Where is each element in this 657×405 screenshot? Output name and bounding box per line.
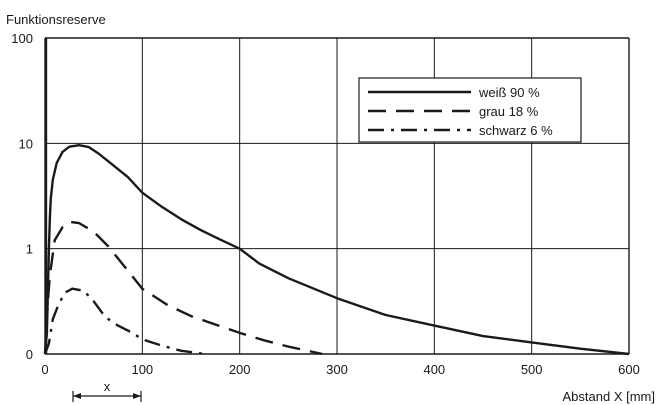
x-tick-label: 100 [131,362,153,377]
chart-tick-labels: 0 100 200 300 400 500 600 0 1 10 100 [11,31,640,377]
x-distance-marker: x [72,379,142,402]
y-tick-label: 1 [26,242,33,257]
x-tick-label: 400 [423,362,445,377]
y-tick-label: 0 [26,347,33,362]
chart-series-group [43,38,630,356]
x-marker-label: x [104,379,111,394]
y-tick-label: 100 [11,31,33,46]
legend-label-3: schwarz 6 % [479,123,553,138]
x-marker-left-arrow [73,393,81,399]
legend-label-1: weiß 90 % [478,85,540,100]
y-tick-label: 10 [19,136,33,151]
x-tick-label: 200 [229,362,251,377]
series-line-2 [43,220,323,356]
x-tick-label: 0 [41,362,48,377]
series-line-3 [43,287,206,356]
series-line-1 [43,144,630,356]
y-axis-label: Funktionsreserve [6,12,106,27]
x-tick-label: 600 [618,362,640,377]
x-tick-label: 500 [521,362,543,377]
x-axis-label: Abstand X [mm] [563,389,655,404]
x-tick-label: 300 [326,362,348,377]
legend-label-2: grau 18 % [479,104,539,119]
chart-legend: weiß 90 % grau 18 % schwarz 6 % [358,77,582,143]
x-marker-right-arrow [133,393,141,399]
